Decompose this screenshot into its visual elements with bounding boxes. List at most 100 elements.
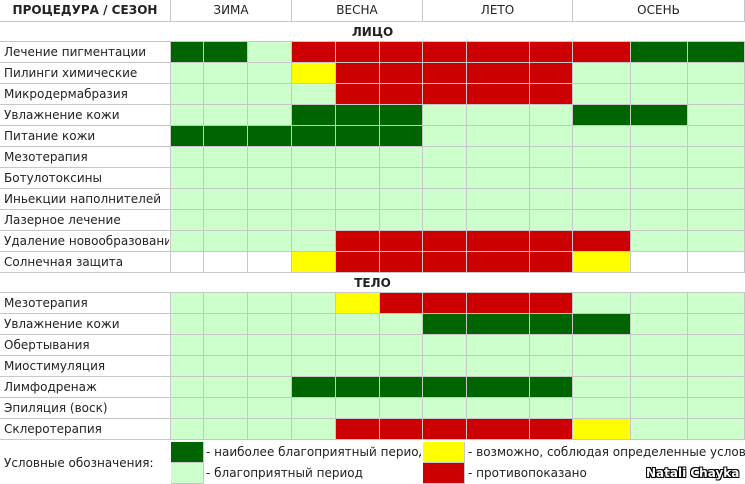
period-cell <box>423 419 467 440</box>
period-cell <box>171 147 204 168</box>
period-cell <box>380 356 423 377</box>
period-cell <box>423 252 467 273</box>
table-row-label: Солнечная защита <box>0 252 171 273</box>
period-cell <box>631 189 688 210</box>
period-cell <box>248 189 292 210</box>
period-cell <box>573 147 631 168</box>
period-cell <box>248 377 292 398</box>
period-cell <box>292 42 336 63</box>
row-label-text: Иньекции наполнителей <box>4 192 162 206</box>
period-cell <box>171 356 204 377</box>
period-cell <box>423 231 467 252</box>
row-label-text: Пилинги химические <box>4 66 138 80</box>
table-row-label: Увлажнение кожи <box>0 105 171 126</box>
period-cell <box>423 189 467 210</box>
period-cell <box>573 63 631 84</box>
period-cell <box>467 377 530 398</box>
row-label-text: Мезотерапия <box>4 150 88 164</box>
period-cell <box>467 231 530 252</box>
period-cell <box>423 147 467 168</box>
period-cell <box>631 377 688 398</box>
legend-text-contraindicated: - противопоказано <box>468 466 587 480</box>
legend-swatch-contraindicated <box>423 463 465 484</box>
period-cell <box>423 63 467 84</box>
period-cell <box>292 63 336 84</box>
period-cell <box>336 168 380 189</box>
period-cell <box>380 377 423 398</box>
row-label-text: Ботулотоксины <box>4 171 102 185</box>
period-cell <box>380 293 423 314</box>
period-cell <box>248 63 292 84</box>
table-row-label: Пилинги химические <box>0 63 171 84</box>
period-cell <box>688 147 745 168</box>
period-cell <box>248 314 292 335</box>
row-label-text: Удаление новообразований <box>4 234 169 248</box>
period-cell <box>631 293 688 314</box>
period-cell <box>380 105 423 126</box>
period-cell <box>336 398 380 419</box>
period-cell <box>171 105 204 126</box>
period-cell <box>292 105 336 126</box>
period-cell <box>248 147 292 168</box>
table-row-label: Лимфодренаж <box>0 377 171 398</box>
table-row-label: Мезотерапия <box>0 293 171 314</box>
period-cell <box>380 84 423 105</box>
period-cell <box>631 252 688 273</box>
period-cell <box>530 314 573 335</box>
section-title: ЛИЦО <box>0 22 745 42</box>
period-cell <box>423 314 467 335</box>
period-cell <box>530 231 573 252</box>
period-cell <box>204 314 248 335</box>
period-cell <box>688 356 745 377</box>
period-cell <box>171 377 204 398</box>
period-cell <box>688 293 745 314</box>
period-cell <box>292 147 336 168</box>
period-cell <box>292 293 336 314</box>
period-cell <box>423 126 467 147</box>
period-cell <box>467 210 530 231</box>
period-cell <box>336 356 380 377</box>
period-cell <box>573 189 631 210</box>
period-cell <box>467 356 530 377</box>
period-cell <box>171 335 204 356</box>
row-label-text: Солнечная защита <box>4 255 124 269</box>
period-cell <box>530 252 573 273</box>
period-cell <box>530 293 573 314</box>
period-cell <box>292 252 336 273</box>
period-cell <box>380 168 423 189</box>
period-cell <box>380 419 423 440</box>
period-cell <box>204 377 248 398</box>
period-cell <box>292 314 336 335</box>
period-cell <box>688 252 745 273</box>
period-cell <box>573 210 631 231</box>
period-cell <box>530 210 573 231</box>
period-cell <box>573 293 631 314</box>
period-cell <box>688 335 745 356</box>
header-title: ПРОЦЕДУРА / СЕЗОН <box>0 0 171 22</box>
period-cell <box>631 126 688 147</box>
table-row-label: Иньекции наполнителей <box>0 189 171 210</box>
period-cell <box>248 42 292 63</box>
period-cell <box>631 398 688 419</box>
period-cell <box>380 335 423 356</box>
row-label-text: Лечение пигментации <box>4 45 147 59</box>
period-cell <box>171 314 204 335</box>
period-cell <box>171 126 204 147</box>
period-cell <box>467 42 530 63</box>
period-cell <box>171 252 204 273</box>
period-cell <box>171 293 204 314</box>
period-cell <box>423 105 467 126</box>
period-cell <box>467 419 530 440</box>
period-cell <box>380 231 423 252</box>
row-label-text: Увлажнение кожи <box>4 108 120 122</box>
period-cell <box>688 419 745 440</box>
period-cell <box>573 356 631 377</box>
table-row-label: Мезотерапия <box>0 147 171 168</box>
period-cell <box>204 335 248 356</box>
period-cell <box>204 147 248 168</box>
period-cell <box>248 126 292 147</box>
period-cell <box>688 126 745 147</box>
period-cell <box>336 335 380 356</box>
period-cell <box>204 252 248 273</box>
period-cell <box>688 63 745 84</box>
